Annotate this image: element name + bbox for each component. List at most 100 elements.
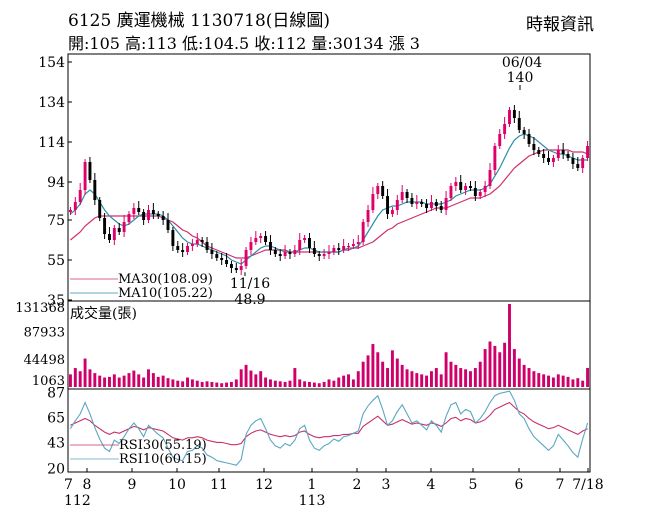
volume-bar	[376, 352, 380, 387]
legend-label: RSI10(60.15)	[119, 452, 207, 467]
candle-body	[239, 266, 243, 270]
volume-bar	[108, 376, 111, 387]
candle-body	[410, 198, 414, 204]
candle-body	[93, 180, 97, 200]
candle-body	[527, 134, 531, 144]
volume-bar	[171, 379, 175, 387]
candle-body	[108, 234, 111, 240]
volume-bar	[581, 380, 585, 387]
candle-body	[327, 252, 331, 254]
volume-bar	[112, 374, 116, 387]
candle-body	[415, 202, 419, 204]
candle-body	[405, 192, 409, 198]
volume-bar	[361, 361, 365, 387]
candle-body	[556, 150, 560, 158]
candle-body	[581, 158, 585, 168]
volume-bar	[420, 374, 424, 387]
volume-bar	[390, 350, 394, 387]
volume-bar	[332, 380, 336, 387]
candle-body	[464, 186, 468, 190]
candle-body	[473, 188, 477, 196]
volume-bar	[190, 379, 194, 387]
candle-body	[390, 210, 394, 214]
price-tick-label: 154	[38, 55, 65, 71]
volume-bar	[464, 369, 468, 387]
candle-body	[512, 110, 516, 118]
volume-bar	[88, 369, 92, 387]
volume-bar	[215, 382, 219, 387]
candle-body	[571, 158, 575, 164]
volume-bar	[556, 374, 560, 387]
candle-body	[317, 254, 321, 256]
candle-body	[234, 268, 238, 270]
volume-bar	[410, 371, 414, 387]
legend-label: MA10(105.22)	[118, 286, 213, 301]
candle-body	[449, 186, 453, 198]
x-tick-label: 5	[469, 477, 478, 493]
candle-body	[371, 194, 375, 210]
volume-bar	[195, 380, 199, 387]
candle-body	[215, 254, 219, 258]
candle-body	[78, 190, 82, 202]
x-tick-label: 7	[556, 477, 565, 493]
candle-body	[586, 146, 590, 158]
candle-body	[278, 254, 282, 256]
candle-body	[503, 124, 507, 134]
price-tick-label: 35	[47, 293, 65, 309]
volume-bar	[444, 352, 448, 387]
volume-bar	[381, 361, 385, 387]
volume-bar	[83, 358, 87, 387]
volume-bar	[312, 382, 316, 387]
volume-bar	[537, 373, 541, 387]
volume-bar	[166, 378, 170, 387]
candle-body	[386, 196, 390, 214]
volume-bar	[259, 371, 263, 387]
candle-body	[522, 130, 526, 134]
candle-body	[537, 150, 541, 154]
candle-body	[283, 252, 287, 256]
candle-body	[351, 244, 355, 246]
volume-bar	[278, 381, 282, 387]
candle-body	[381, 186, 385, 196]
candle-body	[517, 118, 521, 130]
candle-body	[176, 246, 180, 250]
candle-body	[561, 150, 565, 154]
candle-body	[478, 192, 482, 196]
volume-bar	[342, 375, 346, 387]
candle-body	[293, 250, 297, 254]
candle-body	[190, 244, 194, 246]
candle-body	[288, 252, 292, 254]
candle-body	[132, 208, 136, 214]
volume-bar	[566, 376, 570, 387]
candle-body	[425, 204, 429, 208]
candle-body	[312, 248, 316, 254]
volume-bar	[225, 382, 229, 387]
volume-bar	[483, 349, 487, 387]
volume-bar	[176, 380, 180, 387]
candle-body	[483, 186, 487, 192]
peak-date-label: 06/04	[502, 55, 542, 71]
candle-body	[147, 210, 150, 220]
volume-bar	[147, 369, 150, 387]
candle-body	[112, 228, 116, 240]
volume-bar	[488, 341, 492, 387]
candle-body	[273, 250, 277, 254]
volume-bar	[547, 375, 550, 387]
low-value-label: 48.9	[234, 292, 265, 308]
candle-body	[429, 202, 433, 208]
volume-bar	[439, 374, 443, 387]
candle-body	[532, 144, 536, 150]
volume-bar	[181, 381, 185, 387]
candle-body	[576, 164, 580, 168]
volume-bar	[234, 379, 238, 387]
volume-bar	[317, 383, 321, 387]
candle-body	[508, 110, 511, 124]
volume-bar	[522, 364, 526, 387]
candle-body	[434, 202, 438, 206]
volume-bar	[469, 371, 472, 387]
volume-bar	[429, 371, 433, 387]
volume-bar	[493, 345, 497, 387]
volume-bar	[268, 379, 272, 387]
rsi-tick-label: 65	[47, 410, 65, 426]
volume-bar	[473, 368, 477, 387]
